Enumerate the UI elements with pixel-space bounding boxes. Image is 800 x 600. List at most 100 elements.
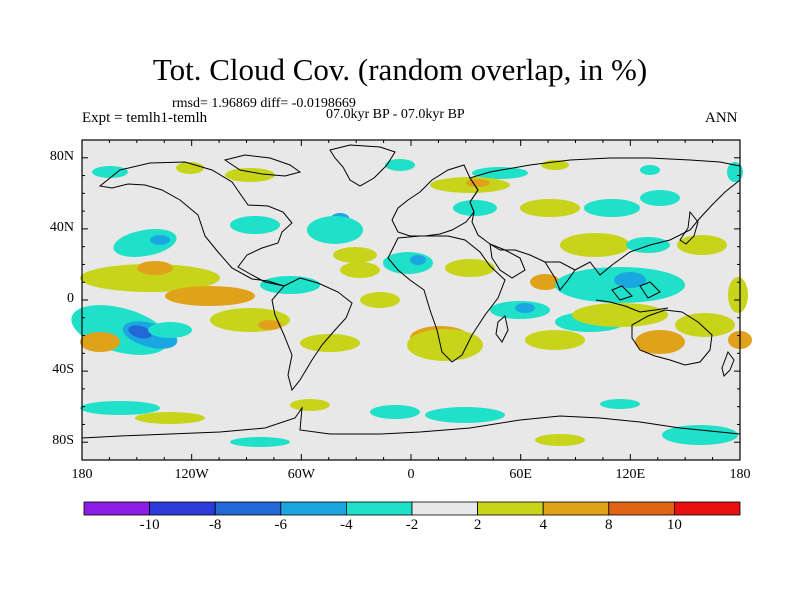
coastlines (81, 144, 741, 439)
colorbar-label: 4 (539, 517, 547, 533)
anomaly-region (626, 237, 670, 253)
anomaly-region (230, 437, 290, 447)
anomaly-region (92, 166, 128, 178)
anomaly-region (300, 334, 360, 352)
anomaly-region (360, 292, 400, 308)
anomaly-region (260, 276, 320, 294)
colorbar (83, 501, 741, 516)
anomaly-region (258, 320, 282, 330)
colorbar-segment (214, 501, 282, 516)
anomaly-region (525, 330, 585, 350)
coastline-arabia (489, 243, 526, 279)
colorbar-label: 8 (605, 517, 613, 533)
anomaly-region (148, 322, 192, 338)
latitude-tick-label: 80N (49, 148, 74, 164)
anomaly-region (410, 255, 426, 265)
anomaly-region (472, 167, 528, 179)
coastline-india (544, 261, 576, 291)
anomaly-region (520, 199, 580, 217)
anomaly-region (572, 303, 668, 327)
coastline-asia (469, 157, 741, 276)
colorbar-segment (477, 501, 544, 516)
longitude-tick-label: 120E (615, 467, 646, 482)
anomaly-region (137, 261, 173, 275)
anomaly-region (80, 264, 220, 292)
anomaly-region (407, 329, 483, 361)
time-period: 07.0kyr BP - 07.0kyr BP (326, 107, 465, 122)
colorbar-label: -6 (274, 517, 288, 533)
anomaly-region (640, 190, 680, 206)
colorbar-segment (608, 501, 675, 516)
anomaly-region (307, 216, 363, 244)
coastline-north-america (98, 161, 293, 287)
colorbar-segment (411, 501, 478, 516)
anomaly-region (176, 162, 204, 174)
anomaly-region (80, 401, 160, 415)
anomaly-region (425, 407, 505, 423)
coastline-japan (679, 210, 699, 245)
anomaly-region (614, 272, 646, 288)
colorbar-segment (542, 501, 610, 516)
anomaly-region (80, 332, 120, 352)
coastline-south-america (271, 277, 353, 392)
coastline-indonesia (595, 281, 669, 313)
latitude-tick-label: 0 (67, 291, 74, 306)
coastline-antarctica (81, 406, 741, 439)
anomaly-region (600, 399, 640, 409)
latitude-tick-label: 40S (52, 362, 74, 378)
season-label: ANN (705, 110, 738, 126)
colorbar-label: -2 (405, 517, 419, 533)
colorbar-segment (280, 501, 347, 516)
axis-ticks (81, 139, 741, 461)
anomaly-region (333, 247, 377, 263)
colorbar-label: -8 (208, 517, 222, 533)
coastline-australia (631, 309, 713, 366)
anomaly-region (135, 412, 205, 424)
latitude-tick-label: 40N (49, 219, 74, 235)
anomaly-region (290, 399, 330, 411)
anomaly-region (128, 325, 152, 339)
anomaly-region (466, 179, 490, 187)
anomaly-region (150, 235, 170, 245)
latitude-tick-label: 80S (52, 433, 74, 449)
anomaly-region (385, 159, 415, 171)
anomaly-region (675, 313, 735, 337)
coastline-arctic-islands (223, 154, 302, 177)
coastline-madagascar (495, 315, 509, 343)
anomaly-region (535, 434, 585, 446)
anomaly-region (225, 168, 275, 182)
longitude-tick-label: 0 (407, 467, 415, 482)
colorbar-label: 2 (473, 517, 482, 533)
coastline-new-zealand (721, 350, 735, 377)
anomaly-field (71, 140, 752, 460)
anomaly-region (230, 216, 280, 234)
anomaly-region (584, 199, 640, 217)
experiment-label: Expt = temlh1-temlh (82, 110, 208, 126)
anomaly-region (445, 259, 495, 277)
longitude-tick-label: 120W (174, 467, 209, 482)
anomaly-region (677, 235, 727, 255)
anomaly-region (383, 252, 433, 274)
coastline-africa (387, 235, 506, 363)
longitude-tick-label: 60E (509, 467, 532, 482)
longitude-tick-label: 180 (71, 467, 93, 482)
plot-title: Tot. Cloud Cov. (random overlap, in %) (152, 52, 648, 87)
colorbar-segment (674, 501, 741, 516)
anomaly-region (635, 330, 685, 354)
anomaly-region (640, 165, 660, 175)
colorbar-label: 10 (666, 517, 682, 533)
colorbar-label: -10 (139, 517, 160, 533)
anomaly-region (530, 274, 560, 290)
longitude-tick-label: 60W (287, 467, 315, 482)
anomaly-region (370, 405, 420, 419)
rmsd-diff-stats: rmsd= 1.96869 diff= -0.0198669 (172, 96, 356, 111)
coastline-greenland (329, 144, 396, 187)
anomaly-region (662, 425, 738, 445)
anomaly-region (515, 303, 535, 313)
anomaly-region (728, 277, 748, 313)
anomaly-region (453, 200, 497, 216)
colorbar-segment (83, 501, 150, 516)
colorbar-segment (149, 501, 216, 516)
colorbar-label: -4 (340, 517, 353, 533)
